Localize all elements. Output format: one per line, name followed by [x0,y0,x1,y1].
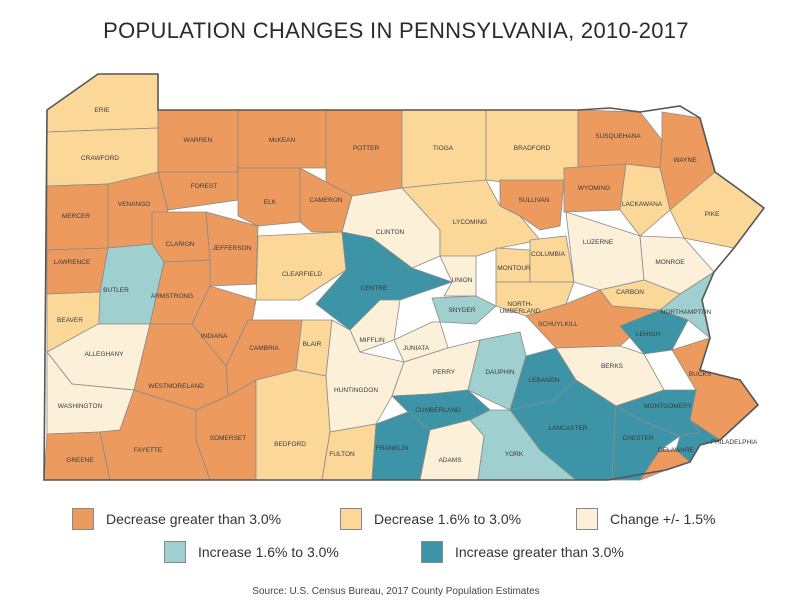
county-label-armstrong: ARMSTRONG [151,293,193,300]
county-label-delaware: DELAWARE [658,447,695,454]
county-label-wyoming: WYOMING [578,185,611,192]
county-label-sullivan: SULLIVAN [519,197,550,204]
source-note: Source: U.S. Census Bureau, 2017 County … [252,586,540,597]
county-label-juniata: JUNIATA [403,345,430,352]
county-clearfield [255,231,347,301]
county-label-luzerne: LUZERNE [583,239,614,246]
county-label-columbia: COLUMBIA [531,251,566,258]
county-label-greene: GREENE [66,457,94,464]
county-erie [46,73,159,133]
county-label-lebanon: LEBANON [528,377,559,384]
county-label-berks: BERKS [601,363,624,370]
county-cameron [299,167,353,233]
county-lackawana [619,163,671,237]
county-label-jefferson: JEFFERSON [213,245,252,252]
county-label-montour: MONTOUR [497,265,531,272]
county-label-montgomery: MONTGOMERY [644,403,693,410]
county-forest [157,171,239,211]
county-label-monroe: MONROE [655,259,685,266]
county-label-alleghany: ALLEGHANY [84,351,124,358]
county-label-bedford: BEDFORD [274,441,306,448]
county-york [469,409,578,481]
county-label-lehigh: LEHIGH [636,331,661,338]
county-label-potter: POTTER [353,145,380,152]
county-label-mercer: MERCER [62,213,90,220]
county-label-indiana: INDIANA [201,333,228,340]
county-label-franklin: FRANKLIN [376,445,408,452]
county-label-northampton: NORTHAMPTON [661,309,712,316]
county-label-crawford: CRAWFORD [81,155,119,162]
county-label-lycoming: LYCOMING [453,219,487,226]
county-label-westmoreland: WESTMORELAND [148,383,204,390]
county-bedford [255,369,331,481]
county-label-somerset: SOMERSET [210,435,247,442]
county-label-elk: ELK [264,199,277,206]
county-label-cumberland: CUMBERLAND [415,407,461,414]
county-susquehana [577,109,663,173]
county-elk [237,167,301,227]
county-label-wayne: WAYNE [673,157,697,164]
county-columbia [529,235,575,283]
county-union [439,255,477,297]
county-label-susquehana: SUSQUEHANA [595,133,641,140]
county-label-pike: PIKE [705,211,720,218]
county-label-york: YORK [505,451,524,458]
county-label-snyder: SNYDER [448,307,475,314]
county-label-cambria: CAMBRIA [249,345,279,352]
county-label-clarion: CLARION [166,241,195,248]
county-lehigh [619,309,689,355]
county-label-lawrence: LAWRENCE [54,259,91,266]
county-label-washington: WASHINGTON [58,403,103,410]
county-label-centre: CENTRE [361,285,388,292]
county-label-mifflin: MIFFLIN [359,337,385,344]
county-label-fulton: FULTON [329,451,355,458]
county-label-north-umberland: NORTH-UMBERLAND [500,301,541,315]
county-greene [43,431,111,481]
county-potter [325,109,403,197]
county-label-chester: CHESTER [622,435,653,442]
county-label-mckean: McKEAN [269,137,296,144]
map-title: POPULATION CHANGES IN PENNSYLVANIA, 2010… [103,18,689,43]
county-label-blair: BLAIR [303,341,322,348]
county-label-carbon: CARBON [616,289,644,296]
county-jefferson [205,211,259,287]
county-label-adams: ADAMS [438,457,462,464]
county-label-butler: BUTLER [103,287,129,294]
county-label-tioga: TIOGA [433,145,454,152]
county-label-dauphin: DAUPHIN [485,369,515,376]
county-lawrence [46,247,109,295]
county-label-clearfield: CLEARFIELD [282,271,322,278]
county-label-beaver: BEAVER [57,317,83,324]
state-outline [43,73,766,481]
county-label-erie: ERIE [94,107,110,114]
county-label-huntingdon: HUNTINGDON [334,387,378,394]
county-label-warren: WARREN [184,137,213,144]
county-label-fayette: FAYETTE [134,447,163,454]
county-label-schuylkill: SCHUYLKILL [538,321,578,328]
county-clarion [151,211,211,263]
county-snyder [431,295,497,325]
county-label-venango: VENANGO [118,201,151,208]
county-label-bradford: BRADFORD [514,145,551,152]
county-label-clinton: CLINTON [376,229,405,236]
county-label-lancaster: LANCASTER [548,425,587,432]
county-label-philadelphia: PHILADELPHIA [711,439,758,446]
county-label-perry: PERRY [433,369,456,376]
county-label-forest: FOREST [191,183,217,190]
county-label-bucks: BUCKS [689,371,712,378]
county-label-cameron: CAMERON [309,197,343,204]
county-label-union: UNION [452,277,473,284]
county-label-lackawana: LACKAWANA [622,201,663,208]
